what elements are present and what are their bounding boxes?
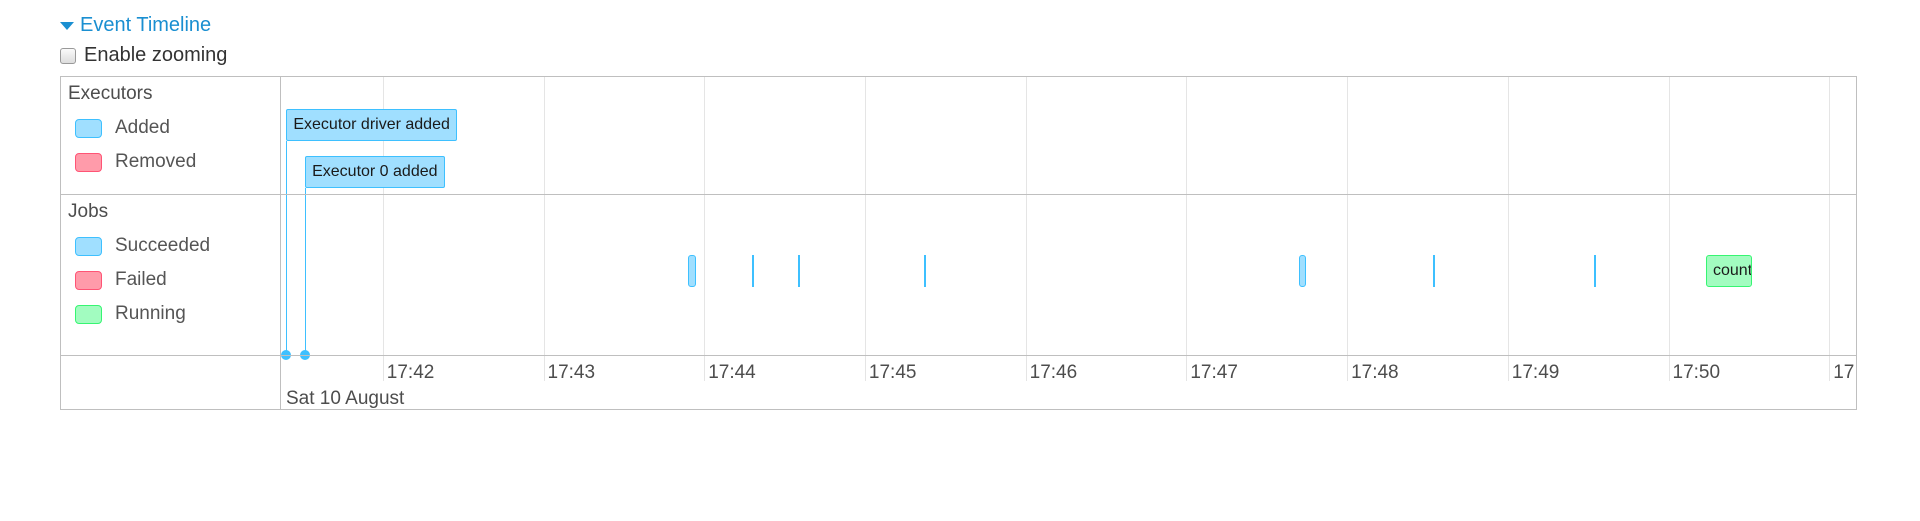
legend-running: Running: [75, 303, 186, 325]
executors-group-label: Executors Added Removed: [61, 77, 281, 195]
event-timeline-toggle[interactable]: Event Timeline: [60, 14, 211, 37]
gridline: [543, 77, 545, 381]
jobs-title: Jobs: [68, 201, 109, 222]
axis-tick-label: 17:46: [1029, 362, 1078, 383]
job-item[interactable]: [688, 255, 697, 287]
legend-swatch-failed: [75, 270, 102, 290]
job-item[interactable]: [797, 255, 800, 287]
legend-removed: Removed: [75, 151, 196, 173]
job-item[interactable]: [1298, 255, 1306, 287]
group-divider: [61, 194, 1856, 195]
axis-tick-label: 17:42: [386, 362, 435, 383]
legend-swatch-succeeded: [75, 236, 102, 256]
axis-tick-label: 17:45: [868, 362, 917, 383]
legend-failed: Failed: [75, 269, 167, 291]
job-item[interactable]: count: [1706, 255, 1752, 287]
gridline: [1025, 77, 1027, 381]
legend-label: Running: [115, 303, 186, 324]
executor-event-line: [286, 141, 288, 355]
gridline: [1186, 77, 1188, 381]
legend-label: Removed: [115, 151, 197, 172]
executors-title: Executors: [68, 83, 153, 104]
gridline: [1507, 77, 1509, 381]
executor-event-item[interactable]: Executor 0 added: [305, 156, 445, 188]
gridline: [1347, 77, 1349, 381]
executor-event-item[interactable]: Executor driver added: [286, 109, 457, 141]
timeline-plot[interactable]: Sat 10 August 17:42 17:43 17:44 17:45 17:46 1…: [281, 77, 1856, 409]
event-timeline-title: Event Timeline: [80, 14, 212, 36]
enable-zooming-label: Enable zooming: [84, 44, 228, 66]
event-timeline[interactable]: Executors Added Removed Jobs Succeeded F…: [60, 76, 1857, 410]
checkbox-icon[interactable]: [60, 47, 76, 64]
job-item[interactable]: [1593, 255, 1596, 287]
axis-tick-label: 17:49: [1511, 362, 1560, 383]
legend-label: Added: [115, 117, 170, 138]
legend-swatch-running: [75, 304, 102, 324]
axis-tick-label: 17:48: [1351, 362, 1399, 383]
gridline: [1668, 77, 1670, 381]
axis-divider: [61, 355, 1856, 356]
axis-tick-label: 17:47: [1190, 362, 1238, 383]
legend-succeeded: Succeeded: [75, 235, 210, 257]
axis-label-cell: [61, 356, 281, 410]
gridline: [1829, 77, 1831, 381]
job-item[interactable]: [923, 255, 926, 287]
job-item[interactable]: [1432, 255, 1435, 287]
legend-swatch-added: [75, 118, 102, 138]
gridline: [864, 77, 866, 381]
caret-down-icon: [60, 21, 74, 30]
axis-tick-label: 17:50: [1672, 362, 1721, 383]
gridline: [382, 77, 384, 381]
axis-tick-label: 17:44: [708, 362, 756, 383]
executor-event-line: [305, 188, 307, 355]
enable-zooming-checkbox[interactable]: Enable zooming: [60, 44, 227, 67]
axis-tick-label: 17:43: [547, 362, 596, 383]
legend-added: Added: [75, 117, 170, 139]
jobs-group-label: Jobs Succeeded Failed Running: [61, 195, 281, 356]
axis-tick-label: 17:51: [1833, 362, 1856, 383]
axis-major-label: Sat 10 August: [286, 388, 405, 409]
legend-label: Succeeded: [115, 235, 211, 256]
gridline: [704, 77, 706, 381]
job-item[interactable]: [752, 255, 755, 287]
legend-swatch-removed: [75, 152, 102, 172]
legend-label: Failed: [115, 269, 167, 290]
